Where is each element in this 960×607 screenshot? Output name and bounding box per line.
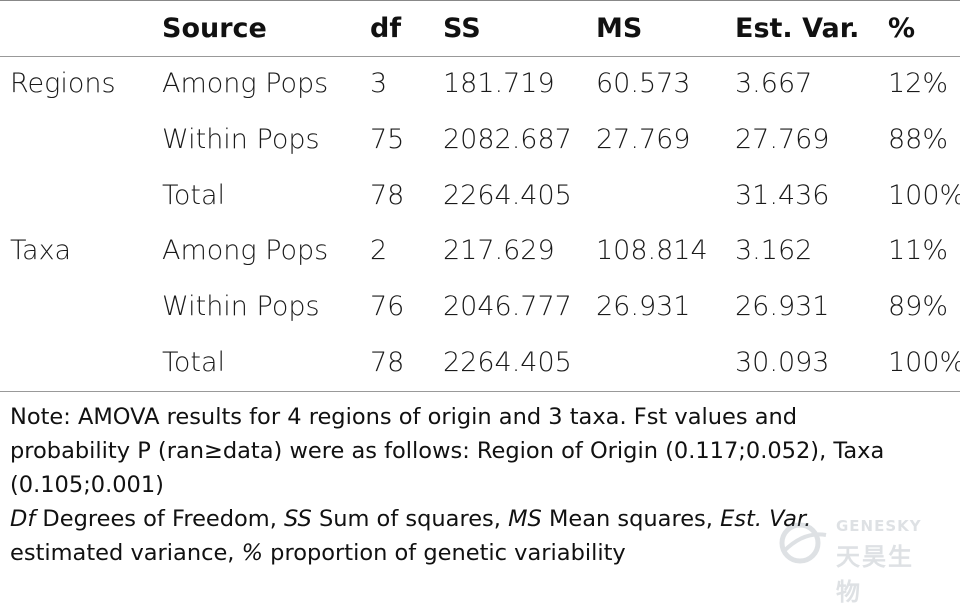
- cell-ss: 2264.405: [443, 179, 572, 211]
- header-ms: MS: [596, 13, 643, 44]
- cell-ms: 26.931: [596, 291, 691, 323]
- cell-percent: 100%: [888, 179, 960, 211]
- header-est-var: Est. Var.: [735, 13, 860, 44]
- header-percent: %: [888, 13, 916, 44]
- cell-ss: 217.629: [443, 235, 555, 267]
- cell-df: 76: [370, 291, 405, 323]
- abbr-term: %: [241, 540, 264, 566]
- footnote-abbreviations: Df Degrees of Freedom, SS Sum of squares…: [10, 502, 910, 570]
- cell-ss: 2046.777: [443, 291, 572, 323]
- abbr-term: Df: [10, 506, 36, 532]
- cell-df: 75: [370, 124, 405, 156]
- table-header-row: Source df SS MS Est. Var. %: [0, 1, 960, 56]
- abbr-definition: Sum of squares,: [311, 506, 509, 532]
- cell-ms: [596, 334, 735, 390]
- cell-group: Regions: [10, 68, 116, 100]
- cell-df: 3: [370, 68, 388, 100]
- cell-ms: 27.769: [596, 124, 691, 156]
- watermark: GENESKY 天昊生物: [778, 517, 928, 606]
- amova-table: Source df SS MS Est. Var. % Regions Amon…: [0, 1, 960, 390]
- cell-percent: 89%: [888, 291, 949, 323]
- cell-est-var: 3.162: [735, 235, 813, 267]
- table-top-rule: [0, 0, 960, 1]
- cell-est-var: 31.436: [735, 179, 830, 211]
- cell-source: Total: [162, 179, 226, 211]
- cell-source: Within Pops: [162, 124, 320, 156]
- table-row: Within Pops 75 2082.687 27.769 27.769 88…: [0, 112, 960, 168]
- cell-ms: [596, 167, 735, 223]
- header-group: [0, 1, 162, 56]
- cell-source: Within Pops: [162, 291, 320, 323]
- table-bottom-rule: [0, 391, 960, 392]
- cell-percent: 11%: [888, 235, 949, 267]
- table-row: Within Pops 76 2046.777 26.931 26.931 89…: [0, 279, 960, 335]
- table-row: Taxa Among Pops 2 217.629 108.814 3.162 …: [0, 223, 960, 279]
- cell-percent: 12%: [888, 68, 949, 100]
- cell-df: 2: [370, 235, 388, 267]
- cell-df: 78: [370, 346, 405, 378]
- abbr-term: SS: [284, 506, 312, 532]
- abbr-definition: Degrees of Freedom,: [35, 506, 285, 532]
- abbr-definition: Mean squares,: [541, 506, 721, 532]
- abbr-definition: proportion of genetic variability: [263, 540, 626, 566]
- abbr-term: Est. Var.: [720, 506, 812, 532]
- header-rule: [0, 56, 960, 57]
- cell-df: 78: [370, 179, 405, 211]
- cell-source: Total: [162, 346, 226, 378]
- table-footnote: Note: AMOVA results for 4 regions of ori…: [10, 400, 910, 570]
- cell-ss: 2264.405: [443, 346, 572, 378]
- header-df: df: [370, 13, 402, 44]
- abbr-definition: estimated variance,: [10, 540, 242, 566]
- cell-ss: 2082.687: [443, 124, 572, 156]
- cell-est-var: 26.931: [735, 291, 830, 323]
- cell-group: [0, 279, 162, 335]
- watermark-latin-text: GENESKY: [836, 517, 922, 535]
- cell-percent: 100%: [888, 346, 960, 378]
- cell-est-var: 3.667: [735, 68, 813, 100]
- cell-group: [0, 112, 162, 168]
- cell-est-var: 30.093: [735, 346, 830, 378]
- cell-source: Among Pops: [162, 68, 329, 100]
- watermark-chinese-text: 天昊生物: [836, 543, 914, 606]
- cell-group: [0, 334, 162, 390]
- table-row: Total 78 2264.405 30.093 100%: [0, 334, 960, 390]
- cell-group: Taxa: [10, 235, 72, 267]
- cell-ms: 60.573: [596, 68, 691, 100]
- table-row: Regions Among Pops 3 181.719 60.573 3.66…: [0, 56, 960, 112]
- cell-est-var: 27.769: [735, 124, 830, 156]
- cell-source: Among Pops: [162, 235, 329, 267]
- cell-ms: 108.814: [596, 235, 708, 267]
- header-ss: SS: [443, 13, 481, 44]
- cell-group: [0, 167, 162, 223]
- cell-percent: 88%: [888, 124, 949, 156]
- cell-ss: 181.719: [443, 68, 555, 100]
- abbr-term: MS: [508, 506, 542, 532]
- footnote-text: Note: AMOVA results for 4 regions of ori…: [10, 404, 885, 498]
- header-source: Source: [162, 13, 267, 44]
- table-row: Total 78 2264.405 31.436 100%: [0, 167, 960, 223]
- watermark-logo-icon: [779, 522, 827, 564]
